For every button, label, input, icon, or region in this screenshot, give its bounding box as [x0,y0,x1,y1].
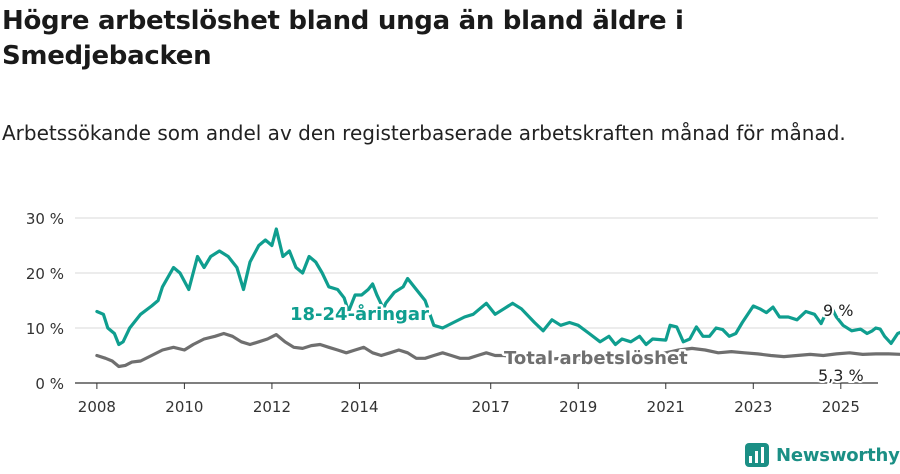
end-label-total: 5,3 % [818,366,864,385]
x-tick-label: 2010 [165,398,203,416]
x-tick-label: 2019 [559,398,597,416]
chart-subtitle: Arbetssökande som andel av den registerb… [2,121,846,145]
y-tick-label: 10 % [26,320,64,338]
series-line-youth [95,227,900,347]
brand-logo: Newsworthy [745,440,900,470]
end-label-youth: 9 % [823,301,853,320]
y-tick-label: 30 % [26,210,64,228]
x-tick-label: 2008 [78,398,116,416]
x-tick-label: 2021 [647,398,685,416]
x-tick-label: 2017 [472,398,510,416]
series-label-total: Total arbetslöshet [504,348,688,369]
series-line-total [95,331,900,369]
brand-name: Newsworthy [776,444,900,466]
chart-title: Högre arbetslöshet bland unga än bland ä… [2,6,684,71]
series-label-youth: 18-24-åringar [290,303,429,325]
y-tick-label: 0 % [35,375,64,393]
x-tick-label: 2012 [253,398,291,416]
newsworthy-logo-icon [745,443,769,467]
x-tick-label: 2014 [340,398,378,416]
x-tick-label: 2025 [822,398,860,416]
x-tick-label: 2023 [734,398,772,416]
y-tick-label: 20 % [26,265,64,283]
